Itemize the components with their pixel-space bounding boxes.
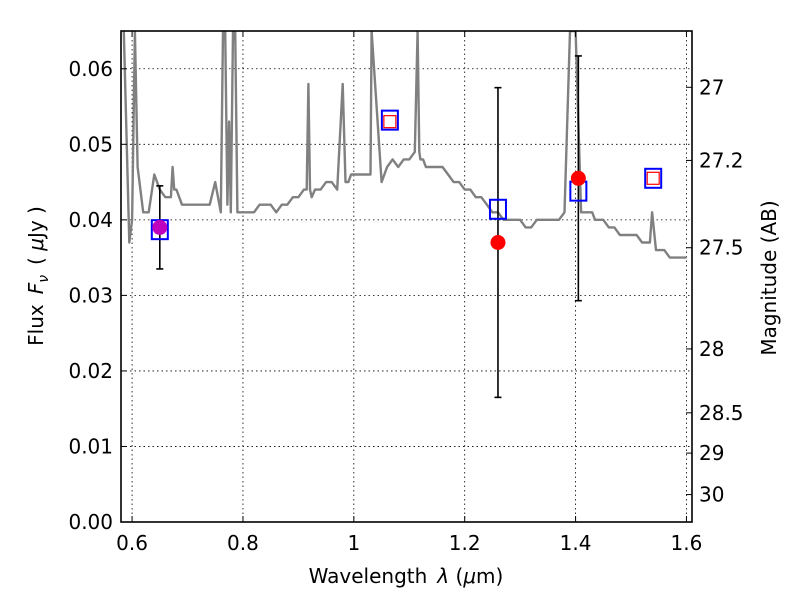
observed-point <box>152 219 168 235</box>
x-tick-label: 0.8 <box>227 531 259 555</box>
y-tick-label: 0.04 <box>68 208 113 232</box>
model-square-blue <box>488 198 507 220</box>
y-tick-label: 0.03 <box>68 283 113 307</box>
y-axis-label: Flux Fν ( μJy ) <box>24 206 52 346</box>
y2-tick-label: 27 <box>699 75 724 99</box>
y-axis-ticks: 0.00 0.01 0.02 0.03 0.04 0.05 0.06 <box>68 57 127 534</box>
x-axis-label-unit-rest: m) <box>476 564 503 588</box>
y-axis-label-unit-mu: μ <box>24 238 48 252</box>
model-square-blue <box>644 167 663 189</box>
y2-axis-label: Magnitude (AB) <box>757 200 781 355</box>
y-tick-label: 0.02 <box>68 359 113 383</box>
spectrum-line <box>122 31 687 259</box>
y-tick-label: 0.01 <box>68 434 113 458</box>
y-axis-label-unit-open: ( <box>24 251 48 265</box>
y-axis-label-unit-rest: Jy ) <box>24 206 48 240</box>
x-tick-label: 1 <box>347 531 360 555</box>
y-axis-label-symbol-sub: ν <box>36 275 52 283</box>
y2-tick-label: 27.5 <box>699 236 744 260</box>
model-square-blue <box>380 109 399 131</box>
x-tick-label: 1.4 <box>560 531 592 555</box>
observed-point <box>490 235 506 251</box>
y2-tick-label: 30 <box>699 483 724 507</box>
y-tick-label: 0.05 <box>68 132 113 156</box>
y2-tick-label: 27.2 <box>699 148 744 172</box>
x-tick-label: 0.6 <box>116 531 148 555</box>
y-axis-label-text: Flux <box>24 304 48 346</box>
y2-tick-label: 29 <box>699 441 724 465</box>
x-axis-label-text: Wavelength <box>309 564 428 588</box>
y2-tick-label: 28 <box>699 337 724 361</box>
y2-tick-label: 28.5 <box>699 401 744 425</box>
model-square-red <box>383 115 397 129</box>
x-axis-label-unit-open: ( <box>449 564 463 588</box>
x-axis-label-symbol: λ <box>436 564 449 588</box>
observed-point <box>570 170 586 186</box>
y2-axis-ticks: 27 27.2 27.5 28 28.5 29 30 <box>686 75 744 507</box>
x-axis-ticks: 0.6 0.8 1 1.2 1.4 1.6 <box>116 31 702 555</box>
photometry-markers <box>150 109 663 251</box>
x-tick-label: 1.6 <box>671 531 703 555</box>
model-square-red <box>646 171 660 185</box>
y-axis-label-symbol: F <box>24 282 48 294</box>
y-tick-label: 0.06 <box>68 57 113 81</box>
x-tick-label: 1.2 <box>449 531 481 555</box>
y-tick-label: 0.00 <box>68 510 113 534</box>
plot-frame <box>120 30 693 523</box>
x-axis-label-unit-mu: μ <box>462 564 476 588</box>
spectrum-series <box>122 31 687 259</box>
x-axis-label: Wavelength λ (μm) <box>309 564 504 588</box>
